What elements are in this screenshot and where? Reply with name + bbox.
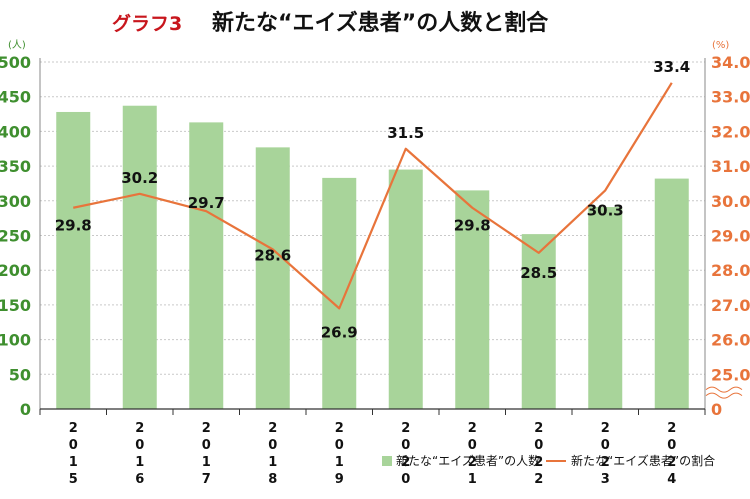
bar (455, 190, 490, 409)
y-axis-left: (人) 0 50 100 150 200 250 300 350 400 450 500 (0, 39, 31, 419)
axis-break-mark (705, 386, 743, 393)
bar-series (56, 105, 689, 410)
data-label: 28.5 (520, 264, 557, 282)
legend-label-bars: 新たな“エイズ患者”の人数 (396, 453, 540, 468)
y-right-tick-label: 32.0 (711, 122, 750, 141)
y-right-tick-label: 27.0 (711, 296, 750, 315)
y-right-tick-label: 28.0 (711, 261, 750, 280)
y-right-tick-label: 26.0 (711, 331, 750, 350)
y-left-tick-label: 100 (0, 331, 31, 350)
axis-break-mark (705, 392, 743, 399)
y-left-tick-label: 150 (0, 296, 31, 315)
data-labels: 29.8 30.2 29.7 28.6 26.9 31.5 29.8 28.5 30.3 33.4 (55, 58, 691, 342)
y-axis-right: (%) 0 25.0 26.0 27.0 28.0 29.0 30.0 31.0 32.0 33.0… (705, 40, 750, 419)
data-label: 29.8 (55, 217, 92, 235)
chart-title-label: グラフ3 (112, 12, 182, 35)
y-left-tick-label: 50 (9, 365, 31, 384)
y-right-tick-label: 31.0 (711, 157, 750, 176)
y-left-tick-label: 450 (0, 88, 31, 107)
line-path (73, 82, 673, 310)
legend-label-line: 新たな“エイズ患者”の割合 (571, 453, 715, 468)
y-left-tick-label: 0 (20, 400, 31, 419)
y-left-tick-label: 200 (0, 261, 31, 280)
bar (122, 105, 157, 410)
axes (39, 58, 706, 415)
bar (56, 111, 91, 409)
data-label: 30.3 (587, 201, 624, 219)
bar (654, 178, 689, 409)
bar (588, 207, 623, 409)
y-right-tick-label: 0 (711, 400, 722, 419)
y-right-tick-label: 30.0 (711, 192, 750, 211)
legend: 新たな“エイズ患者”の人数 新たな“エイズ患者”の割合 (382, 453, 715, 468)
bar (322, 177, 357, 409)
data-label: 29.8 (454, 217, 491, 235)
y-left-tick-label: 400 (0, 122, 31, 141)
chart-title-text: 新たな“エイズ患者”の人数と割合 (212, 10, 549, 36)
data-label: 28.6 (254, 246, 291, 264)
y-right-tick-label: 34.0 (711, 53, 750, 72)
bar (521, 234, 556, 409)
y-right-unit: (%) (712, 40, 729, 51)
data-label: 29.7 (188, 194, 225, 212)
y-left-tick-label: 500 (0, 53, 31, 72)
y-left-unit: (人) (8, 39, 26, 51)
chart-title: グラフ3 新たな“エイズ患者”の人数と割合 (112, 10, 549, 36)
data-label: 33.4 (653, 58, 690, 76)
y-right-tick-label: 33.0 (711, 88, 750, 107)
y-right-tick-label: 29.0 (711, 227, 750, 246)
y-left-tick-label: 300 (0, 192, 31, 211)
y-left-tick-label: 250 (0, 227, 31, 246)
data-label: 30.2 (121, 169, 158, 187)
line-series (73, 82, 673, 310)
data-label: 26.9 (321, 323, 358, 341)
bar (388, 169, 423, 409)
bar (189, 122, 224, 410)
y-left-tick-label: 350 (0, 157, 31, 176)
bar (255, 147, 290, 409)
x-axis: 2 0 1 5 2 0 1 6 2 0 1 7 2 0 1 8 2 0 1 9 2 0 2 0 2 0 2 1 2 0 2 2 2 0 2 3 2 0 2 4 (69, 421, 677, 487)
legend-swatch-bars (382, 456, 392, 466)
y-right-tick-label: 25.0 (711, 365, 750, 384)
gridlines (40, 61, 705, 375)
data-label: 31.5 (387, 124, 424, 142)
